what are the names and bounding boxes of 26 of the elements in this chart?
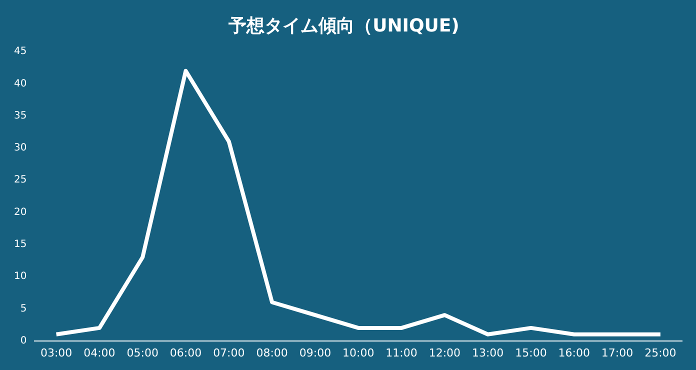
y-tick-label: 20 <box>14 206 27 218</box>
x-tick-label: 10:00 <box>342 346 374 360</box>
x-tick-label: 13:00 <box>472 346 504 360</box>
y-tick-label: 25 <box>14 174 27 186</box>
y-tick-label: 15 <box>14 238 27 250</box>
x-tick-label: 05:00 <box>126 346 158 360</box>
x-tick-label: 12:00 <box>428 346 461 360</box>
y-tick-label: 30 <box>14 142 27 154</box>
x-tick-label: 07:00 <box>213 346 245 360</box>
x-tick-label: 16:00 <box>558 346 590 360</box>
x-tick-label: 03:00 <box>40 346 72 360</box>
y-tick-label: 40 <box>14 78 27 90</box>
x-tick-label: 17:00 <box>601 346 634 360</box>
y-tick-label: 10 <box>14 271 27 282</box>
x-tick-label: 06:00 <box>170 346 202 360</box>
x-tick-label: 08:00 <box>256 346 288 360</box>
y-tick-label: 0 <box>20 335 27 346</box>
y-tick-label: 35 <box>14 110 27 122</box>
x-tick-label: 11:00 <box>386 346 418 360</box>
x-tick-label: 09:00 <box>299 346 332 360</box>
x-tick-label: 25:00 <box>644 346 676 360</box>
y-tick-label: 45 <box>14 46 27 58</box>
y-tick-label: 5 <box>20 303 27 314</box>
x-tick-label: 04:00 <box>84 346 116 360</box>
chart-title: 予想タイム傾向（UNIQUE) <box>228 15 460 36</box>
x-tick-label: 15:00 <box>515 346 547 360</box>
